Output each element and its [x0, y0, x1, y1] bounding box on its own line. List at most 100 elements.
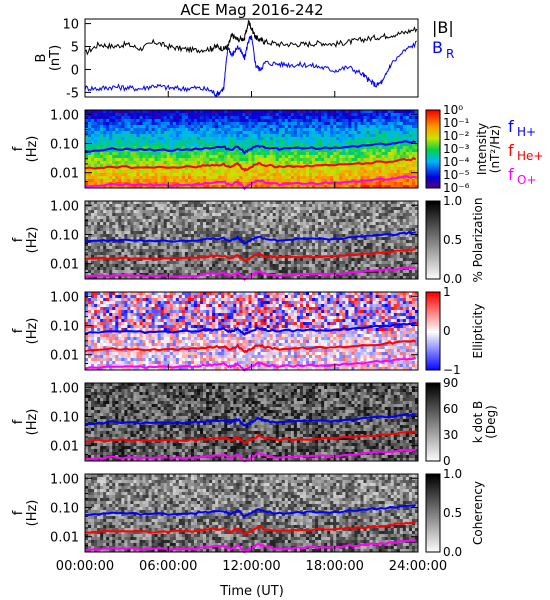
spectrogram-cell: [103, 258, 107, 262]
spectrogram-cell: [215, 140, 219, 144]
spectrogram-cell: [309, 216, 313, 220]
spectrogram-cell: [257, 213, 261, 217]
spectrogram-cell: [345, 182, 349, 186]
spectrogram-cell: [139, 213, 143, 217]
spectrogram-cell: [136, 228, 140, 232]
spectrogram-cell: [227, 267, 231, 271]
spectrogram-cell: [272, 167, 277, 171]
spectrogram-cell: [239, 267, 243, 271]
spectrogram-cell: [236, 222, 240, 226]
spectrogram-cell: [318, 216, 322, 220]
spectrogram-cell: [112, 240, 116, 244]
colorbar-step: [426, 164, 440, 168]
spectrogram-cell: [212, 243, 216, 247]
spectrogram-cell: [203, 210, 207, 214]
spectrogram-cell: [263, 219, 267, 223]
spectrogram-cell: [160, 140, 165, 144]
spectrogram-cell: [387, 158, 392, 162]
spectrogram-cell: [290, 158, 295, 162]
spectrogram-cell: [309, 161, 313, 165]
spectrogram-cell: [97, 116, 101, 120]
spectrogram-cell: [91, 213, 95, 217]
spectrogram-cell: [166, 255, 171, 259]
spectrogram-cell: [357, 182, 361, 186]
spectrogram-cell: [166, 173, 171, 177]
spectrogram-cell: [206, 225, 210, 229]
spectrogram-cell: [402, 110, 407, 114]
spectrogram-cell: [197, 113, 201, 117]
spectrogram-cell: [187, 122, 192, 126]
spectrogram-cell: [327, 113, 331, 117]
spectrogram-cell: [166, 119, 171, 123]
spectrogram-cell: [127, 146, 131, 150]
spectrogram-cell: [309, 119, 313, 123]
spectrogram-cell: [327, 152, 331, 156]
spectrogram-cell: [187, 264, 192, 268]
spectrogram-cell: [293, 240, 298, 244]
spectrogram-cell: [181, 173, 186, 177]
spectrogram-cell: [408, 161, 413, 165]
spectrogram-cell: [109, 125, 113, 129]
spectrogram-cell: [260, 125, 264, 129]
spectrogram-cell: [296, 222, 301, 226]
spectrogram-cell: [133, 167, 137, 171]
spectrogram-cell: [245, 176, 249, 180]
spectrogram-cell: [151, 201, 155, 205]
spectrogram-cell: [145, 122, 149, 126]
spectrogram-cell: [209, 270, 213, 274]
spectrogram-cell: [272, 225, 277, 229]
spectrogram-cell: [318, 122, 322, 126]
spectrogram-cell: [272, 110, 277, 114]
spectrogram-cell: [203, 258, 207, 262]
spectrogram-cell: [94, 119, 98, 123]
spectrogram-cell: [133, 170, 137, 174]
spectrogram-cell: [287, 179, 292, 183]
spectrogram-cell: [91, 119, 95, 123]
panel-intensity-colorbar-label-name: Intensity: [475, 123, 489, 175]
spectrogram-cell: [408, 167, 413, 171]
spectrogram-cell: [296, 210, 301, 214]
spectrogram-cell: [97, 276, 101, 280]
spectrogram-cell: [184, 125, 189, 129]
spectrogram-cell: [269, 207, 273, 211]
spectrogram-cell: [318, 140, 322, 144]
spectrogram-cell: [166, 267, 171, 271]
spectrogram-cell: [336, 179, 340, 183]
spectrogram-cell: [200, 267, 204, 271]
spectrogram-cell: [169, 201, 174, 205]
spectrogram-cell: [203, 179, 207, 183]
spectrogram-cell: [230, 267, 234, 271]
spectrogram-cell: [142, 137, 146, 141]
spectrogram-cell: [242, 119, 246, 123]
spectrogram-cell: [381, 182, 385, 186]
spectrogram-cell: [154, 155, 158, 159]
spectrogram-cell: [127, 137, 131, 141]
spectrogram-cell: [166, 179, 171, 183]
spectrogram-cell: [115, 113, 119, 117]
spectrogram-cell: [369, 185, 373, 189]
colorbar-step: [426, 160, 440, 164]
spectrogram-cell: [266, 176, 270, 180]
spectrogram-cell: [230, 173, 234, 177]
spectrogram-cell: [200, 258, 204, 262]
spectrogram-cell: [142, 246, 146, 250]
spectrogram-cell: [206, 228, 210, 232]
spectrogram-cell: [236, 276, 240, 280]
spectrogram-cell: [178, 161, 183, 165]
spectrogram-cell: [127, 116, 131, 120]
spectrogram-cell: [293, 231, 298, 235]
spectrogram-cell: [109, 201, 113, 205]
spectrogram-cell: [166, 228, 171, 232]
spectrogram-cell: [127, 179, 131, 183]
spectrogram-cell: [339, 140, 343, 144]
spectrogram-cell: [254, 231, 258, 235]
spectrogram-cell: [251, 179, 255, 183]
spectrogram-cell: [139, 164, 143, 168]
spectrogram-cell: [321, 122, 325, 126]
spectrogram-cell: [296, 143, 301, 147]
spectrogram-cell: [193, 185, 198, 189]
spectrogram-cell: [127, 176, 131, 180]
spectrogram-cell: [200, 228, 204, 232]
spectrogram-cell: [212, 261, 216, 265]
spectrogram-cell: [91, 231, 95, 235]
